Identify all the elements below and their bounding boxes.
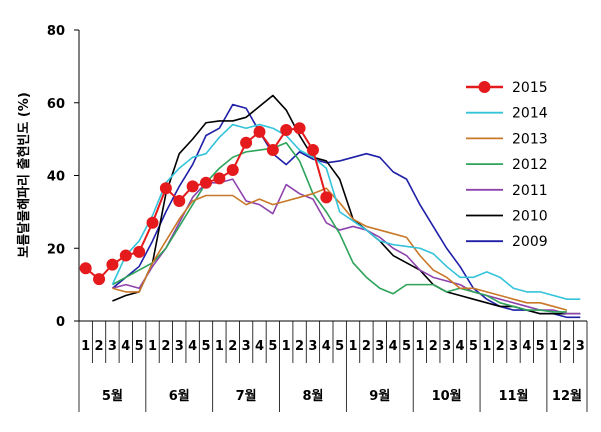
legend-label-2012: 2012	[512, 157, 548, 173]
x-week-label: 4	[455, 339, 464, 354]
y-tick-label: 80	[47, 24, 65, 39]
month-label: 12월	[552, 388, 582, 404]
x-week-label: 4	[121, 339, 130, 354]
data-point-2015	[106, 258, 119, 271]
x-week-label: 3	[442, 339, 451, 354]
series-line-2014	[111, 123, 581, 300]
legend: 2015 2014 2013 2012 2011 2010 2009	[466, 80, 548, 250]
month-label: 7월	[236, 388, 257, 404]
x-week-label: 5	[469, 339, 478, 354]
legend-label-2013: 2013	[512, 131, 548, 147]
x-week-label: 1	[81, 339, 90, 354]
legend-marker-2015	[478, 81, 491, 93]
x-week-label: 5	[402, 339, 411, 354]
x-week-label: 1	[148, 339, 157, 354]
y-tick-label: 60	[47, 97, 65, 112]
x-week-label: 5	[536, 339, 545, 354]
data-point-2015	[200, 176, 212, 189]
data-point-2015	[133, 245, 146, 258]
x-week-label: 5	[135, 339, 144, 354]
series-line-2012	[112, 141, 567, 313]
data-point-2015	[79, 262, 92, 275]
month-label: 6월	[169, 388, 190, 404]
data-point-2015	[280, 124, 293, 137]
x-week-label: 3	[308, 339, 317, 354]
data-point-2015	[320, 191, 333, 204]
x-week-label: 4	[522, 339, 531, 354]
x-week-label: 2	[562, 339, 571, 354]
data-point-2015	[93, 273, 106, 286]
y-ticks: 0 20 40 60 80	[47, 24, 79, 330]
data-point-2015	[226, 164, 239, 177]
x-week-label: 2	[362, 339, 371, 354]
x-week-label: 2	[161, 339, 170, 354]
data-point-2015	[240, 136, 253, 149]
x-week-label: 4	[188, 339, 197, 354]
data-point-2015	[266, 144, 279, 157]
x-week-label: 2	[429, 339, 438, 354]
series-line-2010	[112, 94, 581, 315]
month-label: 9월	[369, 388, 390, 404]
x-week-label: 4	[389, 339, 398, 354]
data-point-2015	[186, 180, 199, 193]
y-tick-label: 0	[56, 315, 65, 330]
month-label: 10월	[432, 388, 462, 404]
data-point-2015	[119, 249, 132, 262]
legend-label-2010: 2010	[512, 209, 548, 225]
month-label: 11월	[498, 388, 528, 404]
x-week-label: 5	[268, 339, 277, 354]
legend-label-2014: 2014	[512, 106, 548, 122]
x-week-label: 1	[282, 339, 291, 354]
legend-label-2009: 2009	[512, 234, 548, 250]
x-week-label: 3	[242, 339, 251, 354]
data-point-2015	[213, 172, 226, 185]
data-point-2015	[173, 194, 186, 207]
month-label: 8월	[302, 388, 323, 404]
x-week-label: 4	[322, 339, 331, 354]
legend-label-2011: 2011	[512, 183, 548, 199]
x-week-label: 1	[482, 339, 491, 354]
x-week-label: 1	[549, 339, 558, 354]
legend-label-2015: 2015	[512, 80, 548, 96]
month-labels: 5월 6월 7월 8월 9월 10월 11월 12월	[78, 363, 588, 412]
data-point-2015	[306, 144, 319, 157]
series-line-2013	[112, 187, 568, 311]
data-point-2015	[253, 125, 266, 138]
x-week-label: 3	[108, 339, 117, 354]
y-tick-label: 40	[47, 170, 65, 185]
y-axis-title: 보름달물해파리 출현빈도 (%)	[16, 92, 32, 258]
x-week-label: 5	[335, 339, 344, 354]
month-label: 5월	[102, 388, 123, 404]
x-week-label: 2	[95, 339, 104, 354]
x-week-label: 5	[201, 339, 210, 354]
x-week-label: 3	[175, 339, 184, 354]
x-week-label: 3	[509, 339, 518, 354]
x-week-label: 3	[375, 339, 384, 354]
y-tick-label: 20	[47, 242, 65, 257]
axes	[78, 30, 587, 322]
data-point-2015	[146, 216, 159, 229]
data-point-2015	[159, 182, 172, 195]
data-point-2015	[293, 122, 306, 135]
x-week-label: 1	[215, 339, 224, 354]
x-week-label: 3	[576, 339, 585, 354]
series-line-2011	[112, 178, 581, 315]
x-week-label: 2	[228, 339, 237, 354]
x-week-label: 2	[295, 339, 304, 354]
x-week-label: 2	[496, 339, 505, 354]
x-week-label: 4	[255, 339, 264, 354]
x-week-label: 1	[349, 339, 358, 354]
series-lines	[79, 94, 581, 319]
x-week-label: 1	[415, 339, 424, 354]
